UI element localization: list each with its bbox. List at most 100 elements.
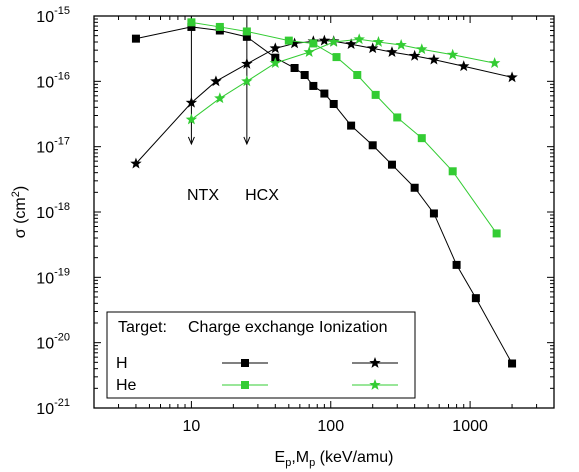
legend-marker-star <box>369 357 381 368</box>
series-line <box>191 38 495 120</box>
y-tick-label: 10-15 <box>36 5 70 26</box>
arrow-label: NTX <box>187 187 219 204</box>
y-tick-label: 10-21 <box>36 397 70 418</box>
legend-label-h: H <box>116 355 128 372</box>
x-tick-label: 100 <box>317 418 344 435</box>
xlabel-units: (keV/amu) <box>315 449 393 466</box>
data-point-square <box>309 81 318 90</box>
data-point-square <box>448 167 457 176</box>
y-tick-label: 10-17 <box>36 136 70 157</box>
data-point-star <box>395 38 407 50</box>
xlabel-sub-2: p <box>309 457 315 469</box>
data-point-square <box>242 27 251 36</box>
y-tick-label: 10-18 <box>36 201 70 222</box>
data-point-square <box>371 90 380 99</box>
data-point-star <box>303 46 315 57</box>
y-tick-label: 10-20 <box>36 332 70 353</box>
y-tick-label-base: 10 <box>36 401 54 418</box>
x-tick-label: 10 <box>183 418 201 435</box>
series-layer <box>130 18 518 368</box>
data-point-star <box>386 46 398 57</box>
legend-box <box>106 311 416 399</box>
data-point-star <box>506 71 518 83</box>
y-tick-label-exponent: -17 <box>54 136 70 148</box>
data-point-square <box>309 39 318 48</box>
data-point-square <box>131 34 140 43</box>
data-point-square <box>187 22 196 31</box>
data-point-star <box>130 157 142 169</box>
data-point-square <box>429 209 438 218</box>
data-point-star <box>428 53 440 65</box>
series-h-ionization <box>130 34 518 169</box>
ylabel-close: ) <box>12 186 29 191</box>
y-tick-label-exponent: -15 <box>54 5 70 17</box>
series-he-charge-exchange <box>187 18 501 238</box>
data-point-square <box>300 71 309 80</box>
y-tick-label: 10-16 <box>36 70 70 91</box>
data-point-star <box>185 96 198 108</box>
x-tick-labels: 10 100 1000 <box>183 418 488 435</box>
data-point-square <box>242 32 251 41</box>
y-tick-label-base: 10 <box>36 205 54 222</box>
data-point-square <box>347 121 356 130</box>
data-point-star <box>372 36 385 47</box>
y-tick-label-exponent: -21 <box>54 397 70 409</box>
x-tick-label: 1000 <box>452 418 488 435</box>
data-point-square <box>387 160 396 169</box>
xlabel-sub-1: p <box>285 457 291 469</box>
data-point-star <box>416 43 428 55</box>
data-point-star <box>446 48 459 60</box>
data-point-star <box>210 75 222 87</box>
ylabel-sigma: σ (cm <box>12 197 29 238</box>
y-tick-label-base: 10 <box>36 9 54 26</box>
data-point-square <box>452 260 461 269</box>
ylabel-superscript: 2 <box>10 191 22 197</box>
data-point-square <box>284 36 293 45</box>
xlabel-e: E <box>275 449 286 466</box>
legend-marks <box>222 357 398 390</box>
data-point-star <box>185 113 198 125</box>
data-point-star <box>214 92 226 104</box>
data-point-square <box>393 113 402 122</box>
y-tick-label-exponent: -16 <box>54 70 70 82</box>
data-point-star <box>345 38 357 50</box>
y-tick-label-exponent: -20 <box>54 332 70 344</box>
data-point-star <box>241 75 253 87</box>
y-tick-label-exponent: -19 <box>54 266 70 278</box>
legend-header-target: Target: <box>118 319 167 336</box>
arrows-layer: NTX HCX <box>187 16 279 204</box>
legend-marker-square <box>241 381 249 389</box>
series-line <box>191 21 498 234</box>
data-point-square <box>332 53 341 62</box>
data-point-star <box>366 42 379 54</box>
data-point-square <box>353 71 362 80</box>
data-point-star <box>269 42 282 54</box>
svg-text:σ (cm2): σ (cm2) <box>10 186 29 238</box>
legend: Target: Charge exchange Ionization H He <box>106 311 416 399</box>
y-tick-label: 10-19 <box>36 266 70 287</box>
xlabel-m: ,M <box>291 449 309 466</box>
data-point-star <box>269 57 282 68</box>
legend-header-ionization: Ionization <box>319 319 388 336</box>
data-point-star <box>241 57 253 69</box>
data-point-star <box>318 34 331 46</box>
data-point-square <box>215 22 224 31</box>
series-he-ionization <box>185 33 501 125</box>
data-point-square <box>290 63 299 72</box>
data-point-star <box>458 60 470 72</box>
legend-header-charge-exchange: Charge exchange <box>188 319 314 336</box>
svg-text:Ep,Mp (keV/amu): Ep,Mp (keV/amu) <box>275 449 394 469</box>
y-tick-label-base: 10 <box>36 270 54 287</box>
data-point-square <box>508 359 517 368</box>
y-tick-label-base: 10 <box>36 74 54 91</box>
plot-frame <box>93 15 555 409</box>
y-tick-label-exponent: -18 <box>54 201 70 213</box>
legend-marker-star <box>369 379 381 390</box>
data-point-square <box>187 18 196 27</box>
data-point-square <box>492 229 501 238</box>
x-axis-label: Ep,Mp (keV/amu) <box>275 449 394 469</box>
data-point-square <box>410 183 419 192</box>
y-tick-label-base: 10 <box>36 336 54 353</box>
data-point-square <box>329 99 338 108</box>
